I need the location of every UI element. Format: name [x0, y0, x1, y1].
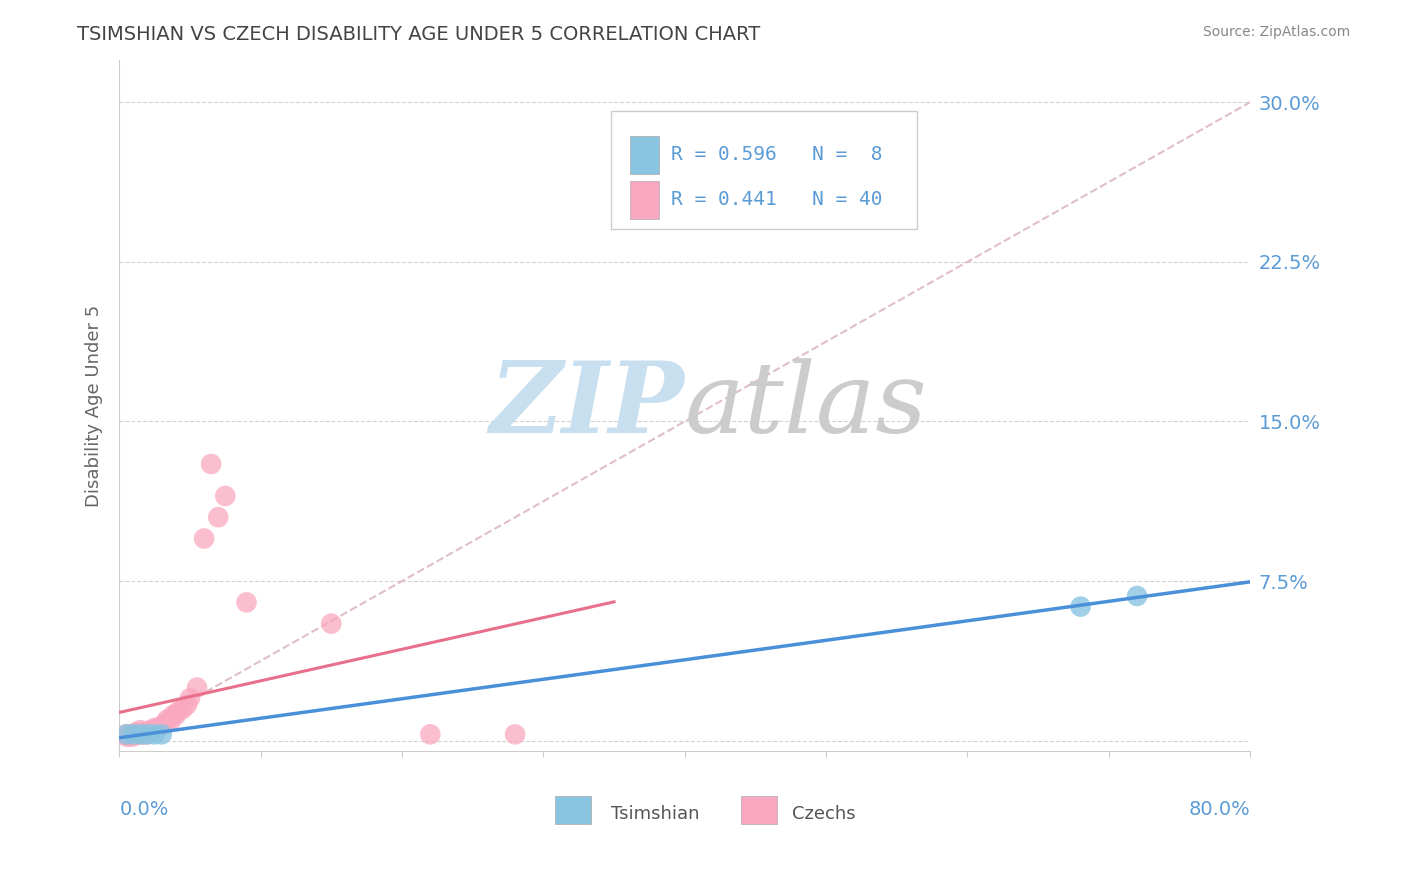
Point — [419, 727, 441, 741]
Point — [129, 723, 152, 737]
Point — [162, 708, 184, 723]
Point — [176, 698, 198, 712]
Point — [150, 719, 173, 733]
Point — [200, 457, 222, 471]
Point — [135, 727, 157, 741]
Text: TSIMSHIAN VS CZECH DISABILITY AGE UNDER 5 CORRELATION CHART: TSIMSHIAN VS CZECH DISABILITY AGE UNDER … — [77, 25, 761, 44]
Point — [134, 725, 156, 739]
FancyBboxPatch shape — [630, 181, 659, 219]
FancyBboxPatch shape — [555, 797, 591, 824]
Point — [143, 721, 166, 735]
Point — [503, 727, 526, 741]
Point — [150, 727, 173, 741]
FancyBboxPatch shape — [630, 136, 659, 174]
Point — [145, 723, 167, 737]
FancyBboxPatch shape — [741, 797, 778, 824]
Point — [172, 702, 194, 716]
Point — [165, 708, 187, 723]
Point — [115, 730, 138, 744]
Point — [156, 713, 179, 727]
Point — [136, 727, 159, 741]
Point — [186, 681, 208, 695]
Text: ZIP: ZIP — [489, 357, 685, 454]
Point — [167, 704, 190, 718]
Point — [121, 727, 143, 741]
Text: R = 0.596   N =  8: R = 0.596 N = 8 — [671, 145, 883, 164]
Text: Source: ZipAtlas.com: Source: ZipAtlas.com — [1202, 25, 1350, 39]
Point — [132, 727, 155, 741]
Text: Czechs: Czechs — [792, 805, 856, 822]
Point — [129, 727, 152, 741]
Point — [1070, 599, 1092, 614]
Point — [141, 725, 163, 739]
Text: 0.0%: 0.0% — [120, 800, 169, 820]
Point — [321, 616, 343, 631]
Text: Tsimshian: Tsimshian — [612, 805, 700, 822]
Point — [1126, 589, 1149, 603]
Point — [138, 725, 160, 739]
Point — [148, 721, 170, 735]
Point — [122, 727, 145, 741]
Text: R = 0.441   N = 40: R = 0.441 N = 40 — [671, 190, 883, 209]
Point — [193, 532, 215, 546]
Point — [143, 727, 166, 741]
Point — [139, 723, 162, 737]
Point — [120, 727, 142, 741]
Y-axis label: Disability Age Under 5: Disability Age Under 5 — [86, 304, 103, 507]
Point — [122, 730, 145, 744]
Point — [127, 727, 149, 741]
Point — [115, 727, 138, 741]
Text: 80.0%: 80.0% — [1188, 800, 1250, 820]
Point — [122, 727, 145, 741]
Point — [179, 691, 201, 706]
Point — [136, 725, 159, 739]
Point — [118, 730, 141, 744]
Point — [207, 510, 229, 524]
Point — [159, 714, 181, 729]
Point — [129, 727, 152, 741]
Point — [214, 489, 236, 503]
Text: atlas: atlas — [685, 358, 928, 453]
Point — [153, 716, 176, 731]
Point — [115, 727, 138, 741]
Point — [125, 725, 148, 739]
FancyBboxPatch shape — [612, 112, 917, 229]
Point — [235, 595, 257, 609]
